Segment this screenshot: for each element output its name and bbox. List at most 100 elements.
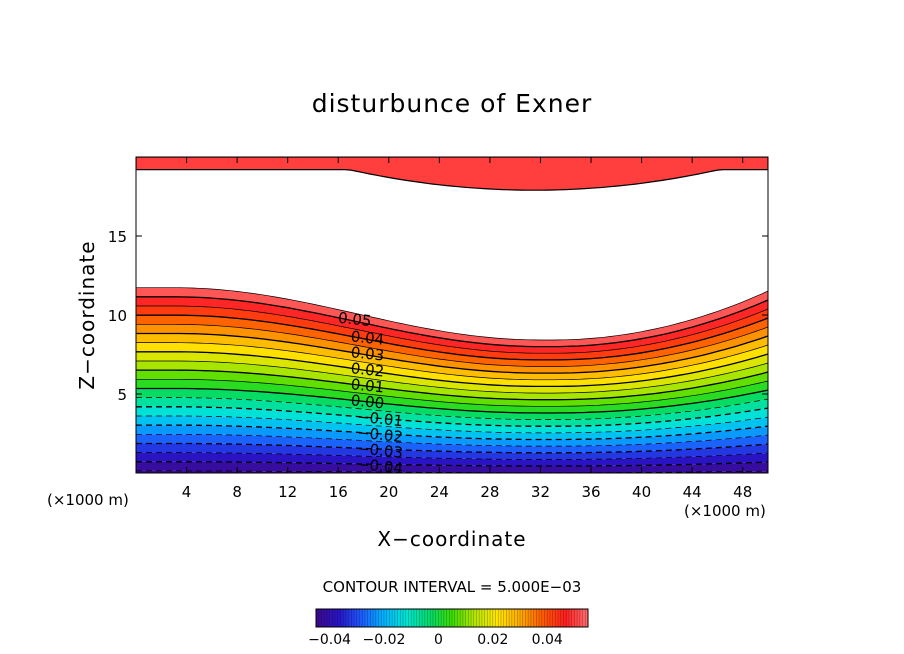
colorbar-cell [530, 609, 534, 627]
x-tick-label: 16 [329, 483, 348, 501]
colorbar-cell [560, 609, 564, 627]
colorbar-cell [577, 609, 581, 627]
colorbar-cell [394, 609, 398, 627]
contour-band [136, 351, 768, 394]
colorbar-cell [332, 609, 336, 627]
colorbar-cell [571, 609, 575, 627]
contour-interval-text: CONTOUR INTERVAL = 5.000E−03 [323, 578, 582, 596]
colorbar-cell [479, 609, 483, 627]
contour-band [136, 370, 768, 407]
colorbar-cell [324, 609, 328, 627]
colorbar-cell [503, 609, 507, 627]
colorbar-cell [490, 609, 494, 627]
contour-line [136, 369, 768, 401]
contour-band [136, 315, 768, 367]
contour-band [136, 425, 768, 447]
contour-line [136, 406, 768, 427]
x-tick-label: 36 [581, 483, 600, 501]
contour-band [136, 397, 768, 427]
colorbar-cell [329, 609, 333, 627]
colorbar-tick-label: 0 [434, 632, 443, 648]
colorbar-cell [392, 609, 396, 627]
colorbar-cell [555, 609, 559, 627]
contour-line [136, 314, 768, 361]
contour-label: 0.01 [350, 375, 385, 396]
chart-title: disturbunce of Exner [312, 89, 593, 118]
colorbar-cell [316, 609, 320, 627]
colorbar-cell [498, 609, 502, 627]
contour-band [136, 461, 768, 473]
contour-line [136, 433, 768, 447]
contour-label: 0.05 [337, 309, 372, 330]
colorbar-cell [335, 609, 339, 627]
colorbar-cell [574, 609, 578, 627]
contour-band [136, 470, 768, 473]
contour-line [136, 296, 768, 348]
contour-label: 0.02 [350, 359, 385, 380]
colorbar-cell [411, 609, 415, 627]
colorbar-cell [354, 609, 358, 627]
x-tick-label: 12 [278, 483, 297, 501]
colorbar-cell [536, 609, 540, 627]
contour-line [136, 305, 768, 354]
colorbar-cell [408, 609, 412, 627]
colorbar-cell [432, 609, 436, 627]
colorbar-cell [435, 609, 439, 627]
colorbar-cell [457, 609, 461, 627]
colorbar-cell [318, 609, 322, 627]
colorbar-cell [544, 609, 548, 627]
contour-line [136, 287, 768, 341]
contour-line [136, 323, 768, 367]
colorbar-cell [337, 609, 341, 627]
y-tick-label: 15 [108, 228, 127, 246]
colorbar-cell [416, 609, 420, 627]
colorbar-cell [547, 609, 551, 627]
x-axis-ticks: 4 8 12 16 20 24 28 32 36 40 44 48 [182, 157, 752, 501]
contour-band [136, 306, 768, 360]
colorbar-cell [441, 609, 445, 627]
contour-label: 0.00 [350, 391, 385, 412]
contour-band [136, 416, 768, 440]
colorbar-cell [525, 609, 529, 627]
colorbar-cell [468, 609, 472, 627]
colorbar-cell [373, 609, 377, 627]
contour-band [136, 287, 768, 347]
colorbar-cell [343, 609, 347, 627]
colorbar-cell [528, 609, 532, 627]
colorbar-cell [348, 609, 352, 627]
colorbar-cell [443, 609, 447, 627]
colorbar-cell [500, 609, 504, 627]
colorbar-cell [326, 609, 330, 627]
colorbar-cell [345, 609, 349, 627]
colorbar-cell [511, 609, 515, 627]
contour-line-layer [136, 287, 768, 473]
top-contour-region [136, 157, 768, 191]
colorbar-cell [422, 609, 426, 627]
colorbar-cell [419, 609, 423, 627]
colorbar-cell [471, 609, 475, 627]
x-tick-label: 8 [232, 483, 242, 501]
contour-band [136, 379, 768, 413]
x-tick-label: 48 [733, 483, 752, 501]
x-tick-label: 44 [683, 483, 702, 501]
colorbar-cell [389, 609, 393, 627]
colorbar-cell [351, 609, 355, 627]
colorbar-tick-label: −0.04 [308, 632, 351, 648]
colorbar-cell [400, 609, 404, 627]
contour-line [136, 452, 768, 460]
colorbar-cell [568, 609, 572, 627]
x-unit-label-left: (×1000 m) [47, 491, 129, 509]
colorbar-cell [563, 609, 567, 627]
contour-band [136, 342, 768, 387]
contour-band [136, 324, 768, 374]
colorbar-tick-label: 0.04 [532, 632, 563, 648]
colorbar-cell [509, 609, 513, 627]
colorbar-cell [495, 609, 499, 627]
colorbar-cell [539, 609, 543, 627]
x-axis-label: X−coordinate [377, 527, 526, 551]
colorbar-cell [454, 609, 458, 627]
colorbar-cell [520, 609, 524, 627]
colorbar-cell [484, 609, 488, 627]
colorbar-cell [549, 609, 553, 627]
colorbar-cell [356, 609, 360, 627]
